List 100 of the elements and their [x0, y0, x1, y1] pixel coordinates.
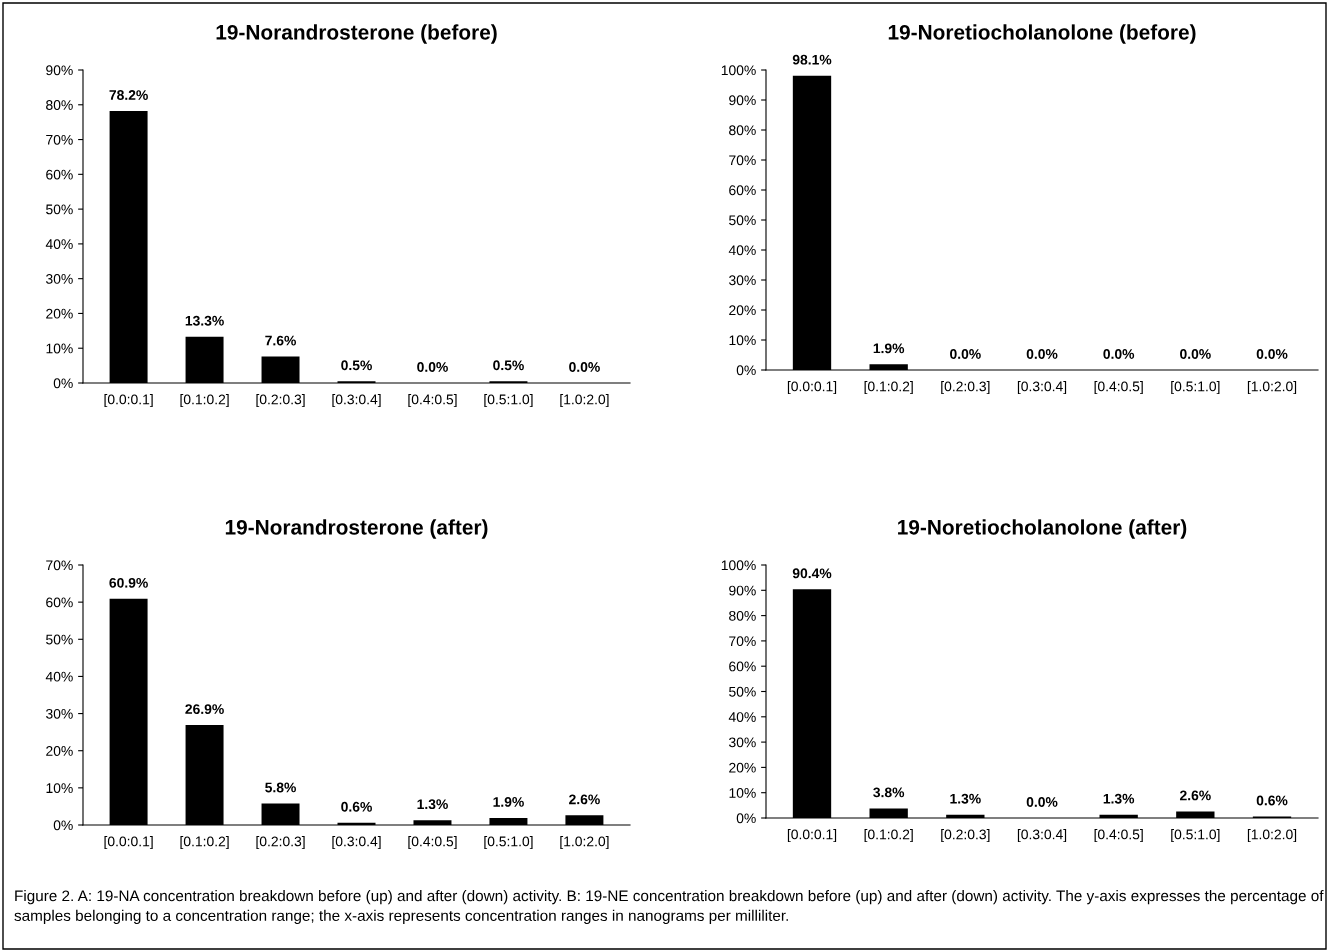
y-tick-label: 0%: [736, 365, 756, 376]
data-label: 90.4%: [792, 568, 832, 579]
data-label: 0.0%: [569, 362, 600, 372]
x-tick-label: [1.0:2.0]: [560, 394, 609, 408]
data-label: 1.3%: [417, 799, 448, 810]
y-tick-label: 20%: [46, 746, 73, 756]
y-tick-label: 20%: [729, 305, 756, 316]
data-label: 1.9%: [873, 343, 905, 354]
data-label: 0.0%: [417, 362, 448, 372]
y-tick-label: 0%: [53, 378, 73, 389]
y-tick-label: 60%: [46, 597, 73, 608]
y-tick-label: 10%: [729, 788, 756, 798]
data-label: 0.0%: [1026, 797, 1058, 807]
y-tick-label: 40%: [728, 245, 756, 256]
x-tick-label: [0.0:0.1]: [104, 394, 153, 408]
y-tick-label: 40%: [728, 712, 756, 722]
y-tick-label: 50%: [46, 634, 73, 645]
y-tick-label: 0%: [53, 820, 73, 831]
chart-title: 19-Noretiocholanolone (after): [898, 519, 1187, 539]
y-tick-label: 40%: [45, 671, 73, 682]
data-label: 26.9%: [185, 704, 224, 715]
data-label: 0.0%: [1256, 349, 1288, 359]
y-tick-label: 60%: [729, 661, 756, 672]
chart-title: 19-Noretiocholanolone (before): [888, 24, 1196, 44]
y-tick-label: 30%: [46, 274, 73, 284]
y-tick-label: 70%: [729, 155, 756, 166]
data-label: 98.1%: [792, 54, 832, 65]
x-tick-label: [0.2:0.3]: [256, 394, 305, 408]
data-label: 1.3%: [950, 793, 981, 804]
y-tick-label: 50%: [46, 204, 73, 215]
x-tick-label: [0.2:0.3]: [941, 829, 990, 843]
x-tick-label: [0.3:0.4]: [332, 836, 381, 850]
y-tick-label: 80%: [729, 125, 756, 136]
x-tick-label: [0.5:1.0]: [1171, 381, 1220, 395]
y-tick-label: 60%: [46, 169, 73, 180]
x-tick-label: [0.5:1.0]: [484, 394, 533, 408]
x-tick-label: [0.1:0.2]: [180, 394, 229, 408]
x-tick-label: [0.2:0.3]: [256, 836, 305, 850]
data-label: 0.0%: [1180, 349, 1211, 359]
y-tick-label: 100%: [721, 65, 756, 76]
x-tick-label: [0.3:0.4]: [332, 394, 381, 408]
y-tick-label: 90%: [729, 95, 756, 106]
x-tick-label: [0.4:0.5]: [1094, 381, 1143, 395]
x-tick-label: [1.0:2.0]: [1247, 381, 1297, 395]
caption: Figure 2. A: 19-NA concentration breakdown before (up) and after (down) activity. B: 19-NE concentration breakdown before (up) and after (down) activity. The y-axis expresses the percentage of samples belonging to a concentration range; the x-axis represents concentration ranges in nanograms per milliliter.: [14, 890, 1324, 925]
data-label: 0.0%: [1026, 349, 1058, 359]
data-label: 1.9%: [493, 797, 524, 807]
x-tick-label: [0.3:0.4]: [1017, 381, 1067, 395]
x-tick-label: [0.4:0.5]: [408, 394, 457, 408]
y-tick-label: 50%: [729, 215, 756, 226]
data-label: 2.6%: [1179, 790, 1211, 801]
data-label: 60.9%: [109, 577, 148, 588]
data-label: 3.8%: [873, 787, 905, 798]
y-tick-label: 0%: [736, 813, 756, 824]
data-label: 0.0%: [1103, 349, 1135, 359]
chart-title: 19-Norandrosterone (after): [225, 519, 488, 539]
y-tick-label: 100%: [721, 560, 756, 571]
x-tick-label: [0.1:0.2]: [864, 829, 913, 843]
data-label: 0.6%: [1256, 795, 1288, 806]
x-tick-label: [0.2:0.3]: [941, 381, 990, 395]
x-tick-label: [0.5:1.0]: [484, 836, 533, 850]
chart-title: 19-Norandrosterone (before): [216, 24, 497, 44]
x-tick-label: [0.0:0.1]: [787, 829, 837, 843]
y-tick-label: 80%: [729, 610, 756, 621]
x-tick-label: [1.0:2.0]: [1247, 829, 1297, 843]
y-tick-label: 10%: [729, 335, 756, 346]
data-label: 0.5%: [341, 360, 372, 371]
y-tick-label: 20%: [729, 762, 756, 773]
data-label: 1.3%: [1103, 793, 1135, 804]
y-tick-label: 70%: [46, 134, 73, 145]
data-label: 78.2%: [109, 90, 148, 100]
y-tick-label: 80%: [46, 100, 73, 110]
y-tick-label: 10%: [46, 783, 73, 794]
y-tick-label: 40%: [45, 239, 73, 250]
data-label: 0.5%: [493, 360, 524, 371]
x-tick-label: [1.0:2.0]: [560, 836, 609, 850]
x-tick-label: [0.4:0.5]: [1094, 829, 1143, 843]
data-label: 13.3%: [185, 315, 224, 326]
y-tick-label: 50%: [729, 686, 756, 697]
x-tick-label: [0.1:0.2]: [864, 381, 913, 395]
data-label: 2.6%: [569, 794, 600, 805]
y-tick-label: 30%: [729, 275, 756, 286]
x-tick-label: [0.4:0.5]: [408, 836, 457, 850]
x-tick-label: [0.3:0.4]: [1017, 829, 1067, 843]
y-tick-label: 70%: [46, 560, 73, 571]
x-tick-label: [0.0:0.1]: [104, 836, 153, 850]
y-tick-label: 70%: [729, 636, 756, 647]
y-tick-label: 60%: [729, 185, 756, 196]
x-tick-label: [0.1:0.2]: [180, 836, 229, 850]
data-label: 0.6%: [341, 801, 372, 812]
x-tick-label: [0.5:1.0]: [1171, 829, 1220, 843]
y-tick-label: 30%: [729, 737, 756, 748]
y-tick-label: 20%: [46, 308, 73, 319]
y-tick-label: 10%: [46, 343, 73, 354]
y-tick-label: 90%: [729, 585, 756, 596]
data-label: 0.0%: [950, 349, 981, 359]
y-tick-label: 30%: [46, 708, 73, 719]
y-tick-label: 90%: [46, 65, 73, 76]
data-label: 5.8%: [265, 782, 296, 793]
data-label: 7.6%: [265, 335, 296, 346]
